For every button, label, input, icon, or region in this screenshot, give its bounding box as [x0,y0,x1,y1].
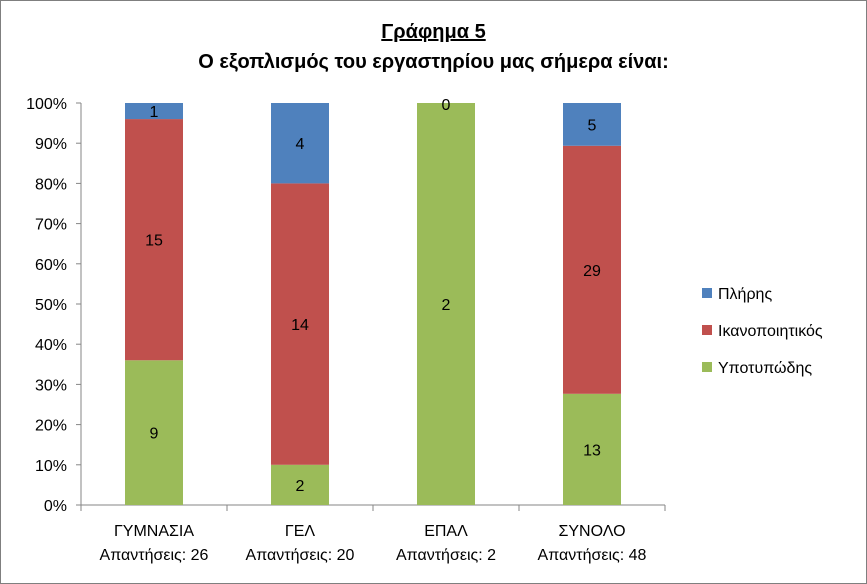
y-tick-label: 90% [35,136,67,153]
x-tick-sublabel: Απαντήσεις: 26 [100,547,209,564]
data-label: 0 [442,97,451,114]
bar-segment [563,393,621,505]
x-tick-sublabel: Απαντήσεις: 2 [396,547,496,564]
data-label: 9 [150,426,159,443]
data-label: 2 [296,478,305,495]
y-tick-label: 50% [35,297,67,314]
y-tick-label: 30% [35,377,67,394]
data-label: 15 [145,233,163,250]
x-tick-label: ΓΕΛ [285,523,315,540]
y-tick-label: 70% [35,217,67,234]
x-tick-label: ΣΥΝΟΛΟ [558,523,625,540]
bar-segment [125,103,183,120]
bar-segment [271,183,329,465]
bar-segment [125,119,183,361]
y-tick-label: 80% [35,176,67,193]
legend-label: Υποτυπώδης [718,360,812,377]
legend-swatch [702,325,712,335]
y-tick-label: 60% [35,257,67,274]
x-tick-label: ΕΠΑΛ [424,523,468,540]
x-tick-label: ΓΥΜΝΑΣΙΑ [114,523,194,540]
legend-label: Ικανοποιητικός [718,323,823,340]
bar-segment [563,145,621,394]
legend-swatch [702,362,712,372]
data-label: 13 [583,442,601,459]
data-label: 29 [583,263,601,280]
data-label: 4 [296,136,305,153]
data-label: 1 [150,104,159,121]
y-tick-label: 40% [35,337,67,354]
y-tick-label: 0% [44,498,67,515]
bar-segment [417,103,475,505]
bar-segment [563,103,621,146]
x-tick-sublabel: Απαντήσεις: 48 [538,547,647,564]
y-tick-label: 20% [35,418,67,435]
bar-segment [125,360,183,505]
legend-label: Πλήρης [718,286,772,303]
data-label: 5 [588,117,597,134]
data-label: 2 [442,297,451,314]
data-label: 14 [291,317,309,334]
legend-swatch [702,288,712,298]
bar-segment [271,464,329,505]
chart-title: Γράφημα 5 [381,21,486,43]
y-tick-label: 100% [26,96,67,113]
chart-subtitle: Ο εξοπλισμός του εργαστηρίου μας σήμερα … [198,51,669,73]
x-tick-sublabel: Απαντήσεις: 20 [246,547,355,564]
y-tick-label: 10% [35,458,67,475]
bar-segment [271,103,329,184]
